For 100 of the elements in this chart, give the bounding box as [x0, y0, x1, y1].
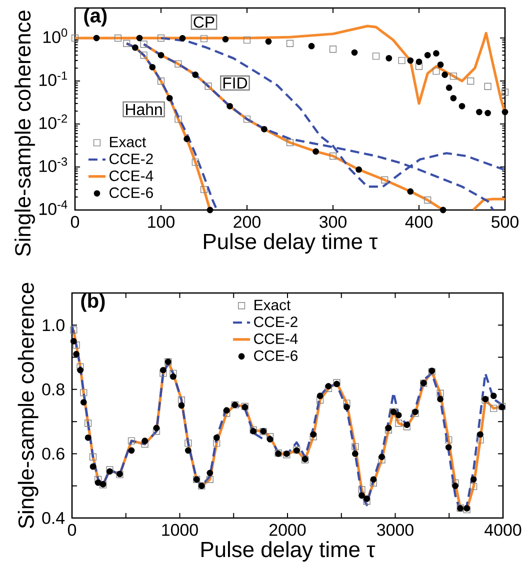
point [184, 447, 192, 454]
x-tick-label: 400 [405, 216, 432, 228]
point [80, 389, 88, 396]
point [141, 440, 148, 448]
point [160, 370, 167, 377]
point [213, 434, 220, 441]
point [407, 57, 414, 64]
point [178, 396, 186, 404]
legend-label: CCE-4 [254, 333, 298, 344]
chart-title: (a) [84, 8, 107, 27]
point [502, 108, 508, 116]
point [89, 453, 97, 460]
point [437, 62, 444, 68]
point [243, 36, 251, 44]
point [152, 428, 160, 435]
annotation: Hahn [126, 103, 162, 116]
point [157, 77, 165, 85]
point [206, 206, 214, 214]
legend-label: CCE-6 [254, 350, 298, 361]
point [286, 139, 294, 146]
point [158, 52, 164, 58]
point [470, 482, 478, 490]
point [442, 72, 448, 78]
x-tick-label: 2000 [270, 524, 306, 536]
y-tick-label: 10$^{-2}$ [40, 114, 67, 130]
y-axis-title: Single-sample coherence [18, 282, 38, 528]
point [157, 34, 165, 42]
point [344, 404, 350, 410]
legend-label: CCE-2 [110, 154, 153, 164]
point [179, 35, 186, 42]
legend-label: CCE-6 [110, 187, 153, 198]
point [200, 186, 208, 194]
point [184, 136, 190, 142]
point [200, 35, 208, 42]
point [166, 94, 173, 102]
y-tick-label: 10$^{0}$ [43, 28, 68, 44]
legend-label: Exact [254, 300, 291, 310]
point [72, 342, 80, 349]
point [358, 492, 365, 499]
point [329, 152, 337, 160]
x-tick-label: 4000 [484, 524, 522, 536]
point [484, 110, 491, 116]
point [70, 326, 78, 334]
point [265, 38, 272, 45]
point [484, 82, 492, 90]
point [372, 52, 380, 60]
point [132, 44, 138, 51]
point [450, 72, 457, 80]
point [70, 338, 77, 344]
point [94, 476, 102, 483]
x-tick-label: 300 [320, 216, 346, 228]
point [266, 436, 274, 442]
point [174, 116, 182, 123]
point [223, 410, 230, 417]
point [184, 440, 192, 447]
point [192, 158, 199, 166]
y-tick-label: 0.4 [42, 512, 65, 524]
point [84, 434, 92, 441]
point [94, 479, 102, 486]
point [446, 84, 452, 91]
x-tick-label: 1000 [162, 524, 198, 536]
point [476, 108, 482, 116]
point [316, 392, 324, 400]
point [174, 60, 182, 68]
legend-label: CCE-4 [110, 170, 154, 182]
point [308, 42, 315, 50]
point [416, 58, 422, 65]
point [329, 46, 337, 53]
point [436, 390, 444, 397]
point [424, 196, 432, 204]
point [266, 433, 274, 440]
point [450, 94, 457, 102]
point [206, 470, 214, 476]
point [370, 479, 378, 486]
point [153, 424, 160, 432]
point [160, 366, 166, 374]
point [370, 476, 377, 483]
point [381, 176, 388, 184]
point [73, 350, 80, 358]
y-tick-label: 10$^{-1}$ [40, 71, 68, 86]
point [114, 34, 122, 42]
point [261, 126, 268, 132]
point [352, 450, 358, 457]
y-tick-label: 0.6 [42, 448, 64, 460]
point [358, 486, 366, 494]
point [403, 423, 410, 430]
x-tick-label: 3000 [377, 524, 414, 536]
point [140, 52, 148, 59]
point [490, 404, 498, 412]
point [490, 392, 497, 400]
x-tick-label: 0 [70, 216, 80, 228]
point [170, 370, 177, 377]
legend-label: CCE-2 [254, 316, 298, 328]
point [445, 444, 452, 450]
point [501, 88, 509, 96]
point [325, 383, 332, 390]
y-axis-title: Single-sample coherence [14, 10, 35, 256]
point [286, 40, 294, 47]
point [93, 34, 100, 42]
point [90, 463, 96, 470]
